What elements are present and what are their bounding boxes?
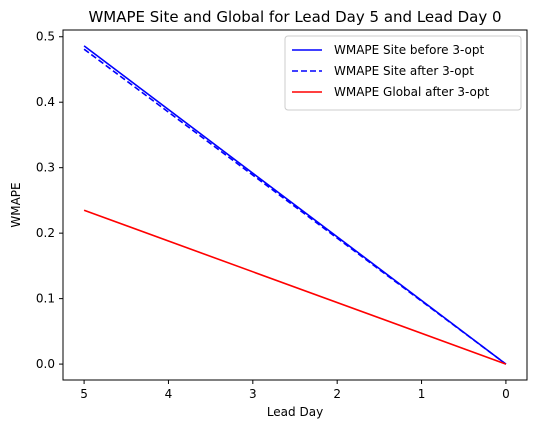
y-tick-label: 0.4 bbox=[36, 95, 55, 109]
legend-box bbox=[284, 35, 522, 111]
series-line-2 bbox=[83, 48, 507, 365]
x-tick-label: 0 bbox=[502, 387, 510, 401]
chart-title: WMAPE Site and Global for Lead Day 5 and… bbox=[88, 8, 501, 26]
series-line-1 bbox=[83, 45, 507, 365]
y-tick-label: 0.5 bbox=[36, 30, 55, 44]
legend-label-2: WMAPE Site after 3-opt bbox=[334, 64, 474, 78]
y-tick-label: 0.0 bbox=[36, 357, 55, 371]
legend: WMAPE Site before 3-opt WMAPE Site after … bbox=[284, 35, 522, 111]
x-tick-label: 2 bbox=[333, 387, 341, 401]
legend-label-3: WMAPE Global after 3-opt bbox=[334, 85, 490, 99]
x-axis-ticks: 5 4 3 2 1 0 bbox=[80, 380, 510, 401]
series-layer bbox=[83, 45, 507, 365]
y-axis-label: WMAPE bbox=[9, 182, 23, 227]
y-axis-ticks: 0.0 0.1 0.2 0.3 0.4 0.5 bbox=[36, 30, 63, 371]
y-tick-label: 0.3 bbox=[36, 161, 55, 175]
x-axis-label: Lead Day bbox=[267, 405, 323, 419]
x-tick-label: 5 bbox=[80, 387, 88, 401]
series-line-3 bbox=[83, 209, 507, 365]
plot-frame bbox=[62, 29, 528, 381]
x-tick-label: 1 bbox=[418, 387, 426, 401]
y-tick-label: 0.2 bbox=[36, 226, 55, 240]
x-tick-label: 3 bbox=[249, 387, 257, 401]
legend-label-1: WMAPE Site before 3-opt bbox=[334, 43, 484, 57]
legend-items: WMAPE Site before 3-opt WMAPE Site after … bbox=[292, 43, 490, 99]
y-tick-label: 0.1 bbox=[36, 292, 55, 306]
x-tick-label: 4 bbox=[165, 387, 173, 401]
